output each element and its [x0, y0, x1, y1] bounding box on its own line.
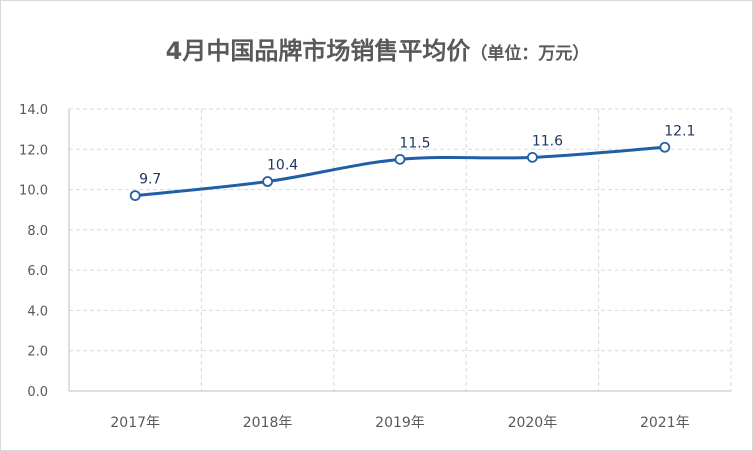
- y-tick-labels: 0.0 2.0 4.0 6.0 8.0 10.0 12.0 14.0: [19, 103, 48, 400]
- data-label: 12.1: [664, 123, 695, 139]
- x-tick-label: 2019年: [375, 415, 425, 431]
- y-tick-label: 10.0: [19, 184, 48, 199]
- data-label: 10.4: [267, 158, 298, 174]
- x-tick-label: 2017年: [110, 415, 160, 431]
- y-tick-label: 12.0: [19, 143, 48, 158]
- data-point: [527, 151, 538, 163]
- axes: [68, 109, 731, 392]
- x-tick-label: 2018年: [243, 415, 293, 431]
- chart-title: 4月中国品牌市场销售平均价（单位：万元）: [1, 31, 753, 66]
- x-tick-labels: 2017年 2018年 2019年 2020年 2021年: [110, 415, 689, 431]
- chart-title-unit: （单位：万元）: [470, 44, 590, 64]
- data-label: 11.6: [532, 133, 563, 149]
- data-point: [129, 190, 141, 202]
- data-point: [394, 153, 406, 165]
- data-label: 11.5: [399, 135, 430, 151]
- data-point: [659, 141, 671, 153]
- x-tick-label: 2020年: [508, 415, 558, 431]
- y-tick-label: 4.0: [27, 304, 48, 319]
- y-tick-label: 2.0: [27, 345, 48, 360]
- y-tick-label: 6.0: [27, 264, 48, 279]
- data-points: [129, 141, 671, 202]
- y-tick-label: 0.0: [27, 385, 48, 400]
- data-label: 9.7: [139, 172, 161, 188]
- y-tick-label: 8.0: [27, 224, 48, 239]
- data-labels: 9.7 10.4 11.5 11.6 12.1: [139, 123, 695, 187]
- x-tick-label: 2021年: [640, 415, 690, 431]
- y-tick-label: 14.0: [19, 103, 48, 118]
- data-point: [262, 176, 274, 187]
- chart-title-main: 4月中国品牌市场销售平均价: [165, 37, 471, 65]
- gridlines: [69, 108, 732, 391]
